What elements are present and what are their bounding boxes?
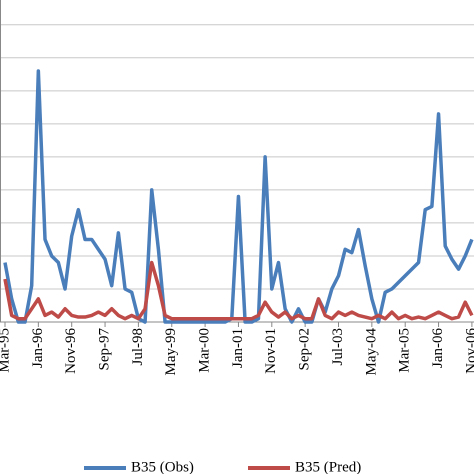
x-tick-label: Mar-05 <box>397 328 413 373</box>
legend-label: B35 (Obs) <box>131 459 194 474</box>
x-tick-label: Sep-02 <box>297 328 313 371</box>
x-tick-label: Sep-97 <box>96 328 112 371</box>
x-tick-label: Mar-95 <box>0 328 12 373</box>
x-tick-label: Nov-01 <box>263 328 279 374</box>
x-tick-label: Jan-06 <box>430 328 446 368</box>
x-tick-label: May-99 <box>163 328 179 376</box>
x-tick-label: Jan-01 <box>230 328 246 368</box>
legend-label: B35 (Pred) <box>295 459 361 474</box>
x-tick-label: May-04 <box>363 328 379 376</box>
x-tick-label: Jul-03 <box>330 328 346 366</box>
x-tick-label: Nov-96 <box>63 328 79 374</box>
x-tick-label: Jul-98 <box>130 328 146 366</box>
series-line <box>3 260 474 321</box>
series-line <box>3 69 474 324</box>
x-tick-label: Nov-06 <box>463 328 474 374</box>
x-tick-label: Mar-00 <box>197 328 213 373</box>
x-tick-label: Jan-96 <box>30 328 46 368</box>
